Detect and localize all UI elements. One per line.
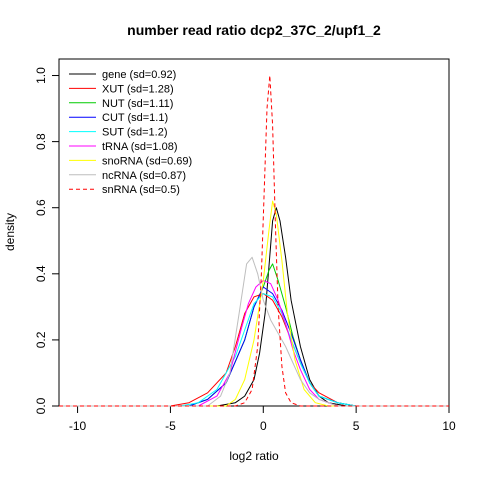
x-tick-label: -10 [69, 419, 87, 433]
legend-label-7: ncRNA (sd=0.87) [102, 170, 186, 182]
series-layer [59, 75, 449, 407]
legend: gene (sd=0.92) XUT (sd=1.28) NUT (sd=1.11)… [69, 69, 192, 196]
x-tick-label: 0 [260, 419, 267, 433]
series-line-6 [59, 200, 449, 407]
y-tick-label: 0.6 [34, 199, 48, 216]
y-tick-label: 1.0 [34, 67, 48, 84]
x-tick-label: 5 [353, 419, 360, 433]
legend-label-2: NUT (sd=1.11) [102, 98, 173, 110]
legend-label-8: snRNA (sd=0.5) [102, 184, 180, 196]
series-line-5 [59, 279, 449, 407]
series-line-4 [59, 293, 449, 407]
y-axis: 0.0 0.2 0.4 0.6 0.8 1.0 [34, 67, 60, 414]
plot-frame [58, 58, 450, 407]
legend-label-0: gene (sd=0.92) [102, 69, 176, 81]
x-tick-label: 10 [442, 419, 456, 433]
y-tick-label: 0.4 [34, 265, 48, 282]
series-line-7 [59, 256, 449, 407]
legend-label-4: SUT (sd=1.2) [102, 127, 168, 139]
y-tick-label: 0.0 [34, 397, 48, 414]
y-tick-label: 0.8 [34, 133, 48, 150]
series-line-2 [59, 263, 449, 407]
y-tick-label: 0.2 [34, 331, 48, 348]
legend-label-3: CUT (sd=1.1) [102, 112, 168, 124]
series-line-8 [59, 75, 449, 407]
legend-label-1: XUT (sd=1.28) [102, 83, 174, 95]
series-line-1 [59, 293, 449, 407]
legend-label-5: tRNA (sd=1.08) [102, 141, 178, 153]
x-axis-label: log2 ratio [229, 449, 279, 463]
x-axis: -10 -5 0 5 10 [69, 405, 456, 433]
y-axis-label: density [3, 213, 17, 251]
legend-label-6: snoRNA (sd=0.69) [102, 155, 192, 167]
chart-title: number read ratio dcp2_37C_2/upf1_2 [127, 22, 381, 38]
x-tick-label: -5 [165, 419, 176, 433]
